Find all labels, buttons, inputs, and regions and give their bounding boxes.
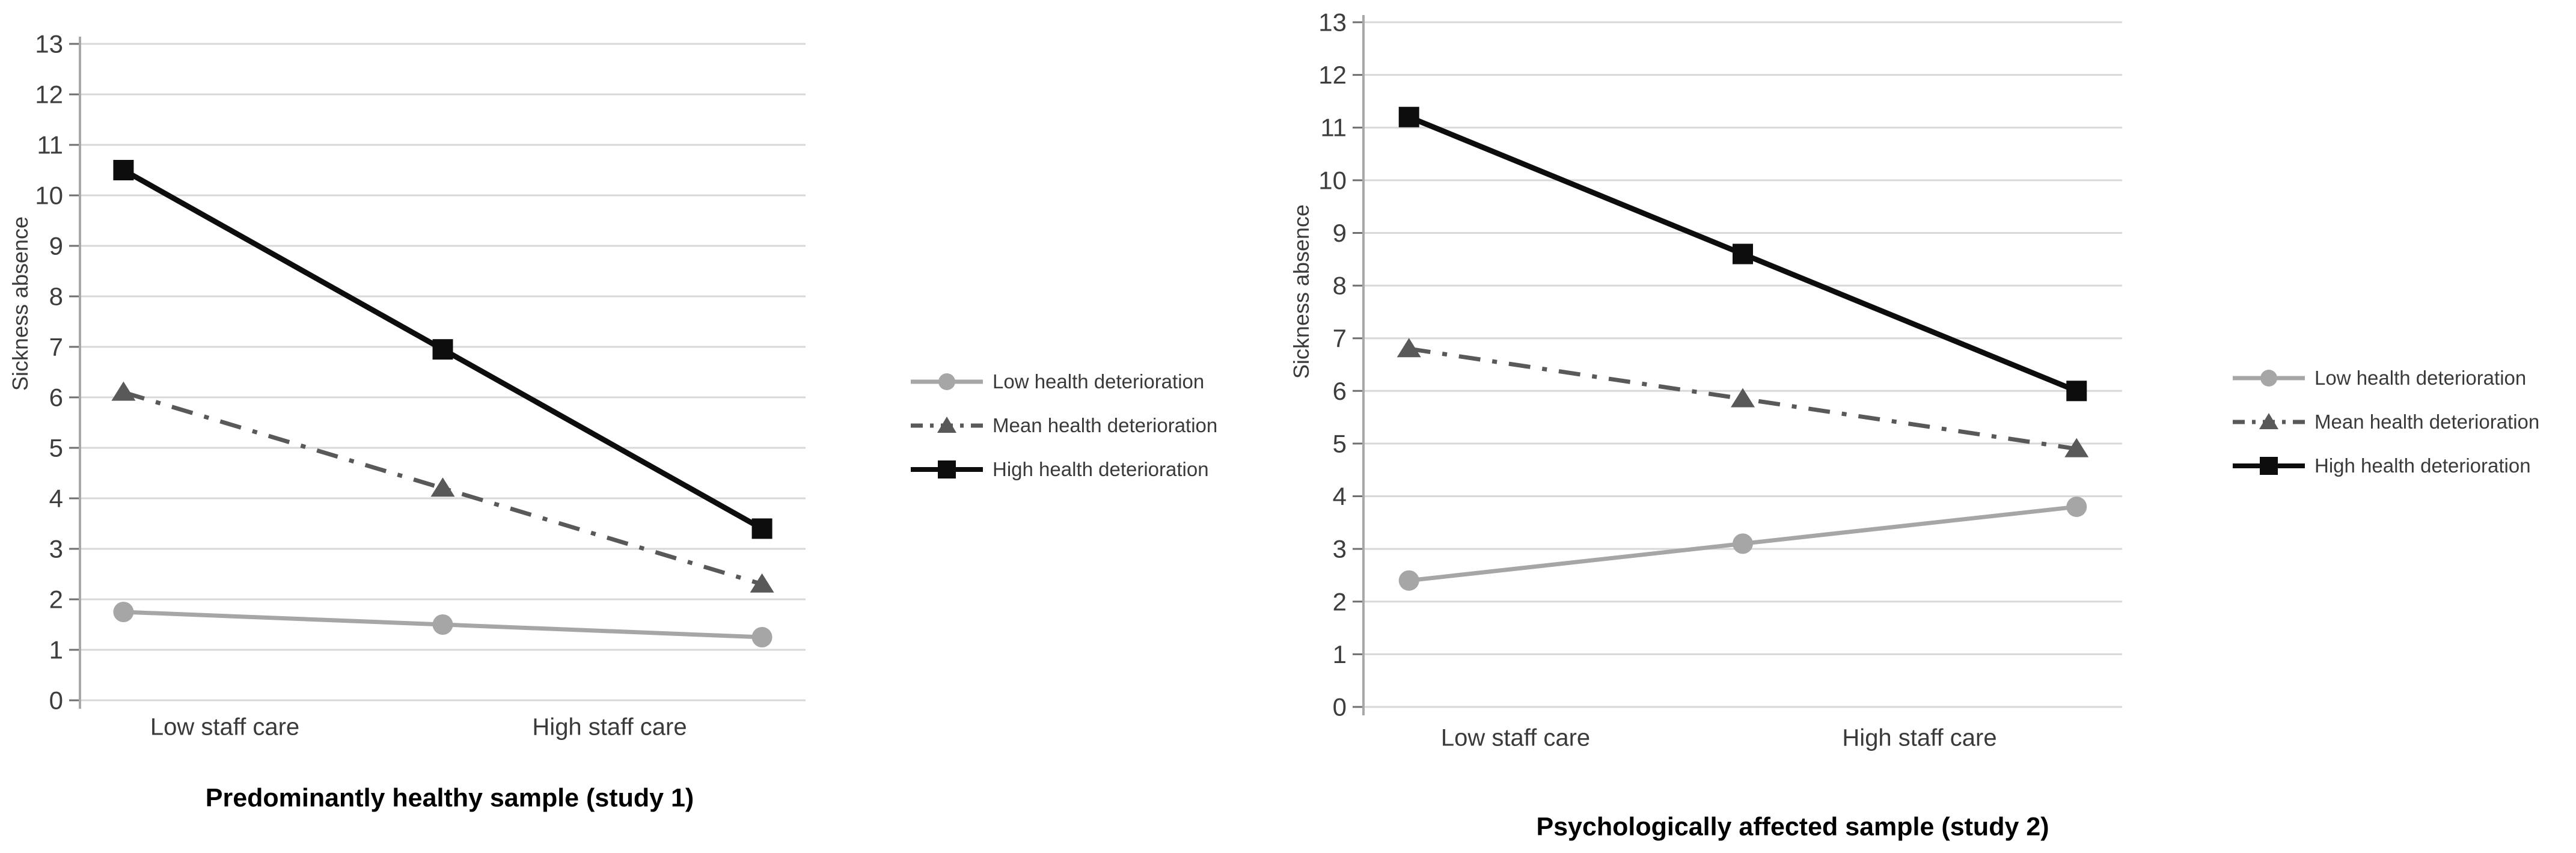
y-tick-marks (69, 43, 80, 702)
square-marker (751, 518, 772, 539)
triangle-marker (430, 477, 455, 497)
y-tick-marks (1353, 21, 1363, 708)
circle-marker (432, 614, 453, 635)
square-marker (1733, 243, 1753, 264)
svg-text:8: 8 (49, 283, 63, 311)
svg-text:6: 6 (1333, 377, 1347, 405)
square-marker (1398, 106, 1419, 127)
legend-item-high-health: High health deterioration (2232, 444, 2539, 488)
circle-marker (2066, 497, 2087, 518)
svg-text:0: 0 (49, 686, 63, 715)
legend-item-high-health: High health deterioration (910, 447, 1217, 491)
svg-text:3: 3 (1333, 535, 1347, 563)
chart1-title: Predominantly healthy sample (study 1) (205, 783, 694, 813)
circle-marker (1733, 533, 1753, 554)
gridlines (80, 43, 806, 702)
svg-text:11: 11 (37, 131, 63, 159)
chart2-title: Psychologically affected sample (study 2… (1536, 812, 2049, 842)
legend-item-mean-health: Mean health deterioration (910, 403, 1217, 447)
circle-marker (1398, 570, 1419, 591)
chart1-category-high-staff-care: High staff care (532, 714, 687, 741)
series-low-health-deterioration (1398, 497, 2087, 591)
chart1-category-low-staff-care: Low staff care (150, 714, 300, 741)
svg-text:1: 1 (49, 636, 63, 664)
series-low-health-deterioration (113, 602, 772, 647)
chart2-legend: Low health deterioration Mean health det… (2232, 356, 2539, 488)
chart1-legend: Low health deterioration Mean health det… (910, 359, 1217, 491)
series-mean-health-deterioration (1397, 338, 2089, 457)
svg-text:12: 12 (1318, 61, 1347, 89)
legend-label: Low health deterioration (993, 370, 1205, 393)
legend-sample-triangle-dash-icon (2233, 412, 2305, 429)
triangle-marker (2064, 438, 2089, 457)
svg-text:4: 4 (49, 485, 63, 513)
svg-text:8: 8 (1333, 272, 1347, 300)
svg-text:10: 10 (1318, 166, 1347, 194)
legend-sample-triangle-dash-icon (911, 416, 983, 433)
svg-text:9: 9 (1333, 219, 1347, 247)
series-high-health-deterioration (113, 160, 772, 539)
svg-text:12: 12 (35, 81, 63, 109)
svg-text:2: 2 (1333, 587, 1347, 616)
triangle-marker (1397, 338, 1421, 358)
series-high-health-deterioration (1398, 106, 2087, 402)
legend-label: High health deterioration (2314, 454, 2531, 477)
legend-label: Mean health deterioration (993, 414, 1218, 436)
chart1-y-axis-title: Sickness absence (8, 216, 32, 391)
legend-item-low-health: Low health deterioration (2232, 356, 2539, 400)
series-line (123, 390, 763, 587)
triangle-marker (1731, 388, 1755, 408)
svg-text:13: 13 (1318, 8, 1347, 37)
chart2-y-axis-title: Sickness absence (1289, 204, 1314, 379)
legend-item-mean-health: Mean health deterioration (2232, 400, 2539, 444)
svg-text:0: 0 (1333, 693, 1347, 721)
svg-text:10: 10 (35, 182, 63, 210)
series-mean-health-deterioration (111, 381, 774, 593)
svg-text:1: 1 (1333, 640, 1347, 668)
triangle-marker (111, 381, 136, 401)
legend-label: Mean health deterioration (2314, 410, 2540, 433)
svg-text:13: 13 (35, 30, 63, 58)
chart2-category-low-staff-care: Low staff care (1440, 724, 1591, 751)
svg-text:7: 7 (49, 333, 63, 361)
legend-sample-circle-line-icon (911, 373, 983, 390)
legend-label: Low health deterioration (2314, 366, 2527, 389)
square-marker (432, 339, 453, 360)
svg-text:7: 7 (1333, 324, 1347, 352)
svg-text:6: 6 (49, 384, 63, 412)
chart2-category-high-staff-care: High staff care (1842, 724, 1997, 751)
svg-text:9: 9 (49, 232, 63, 260)
legend-sample-square-line-icon (911, 460, 983, 478)
svg-text:11: 11 (1320, 114, 1347, 142)
legend-label: High health deterioration (993, 457, 1209, 480)
square-marker (2066, 381, 2087, 402)
svg-text:5: 5 (49, 434, 63, 462)
svg-text:5: 5 (1333, 429, 1347, 457)
svg-text:2: 2 (49, 585, 63, 614)
square-marker (113, 160, 134, 180)
legend-sample-circle-line-icon (2233, 369, 2305, 387)
legend-item-low-health: Low health deterioration (910, 359, 1217, 403)
svg-text:3: 3 (49, 535, 63, 563)
legend-sample-square-line-icon (2233, 456, 2305, 475)
triangle-marker (750, 573, 774, 593)
circle-marker (113, 602, 134, 622)
svg-text:4: 4 (1333, 482, 1347, 510)
circle-marker (751, 627, 772, 647)
